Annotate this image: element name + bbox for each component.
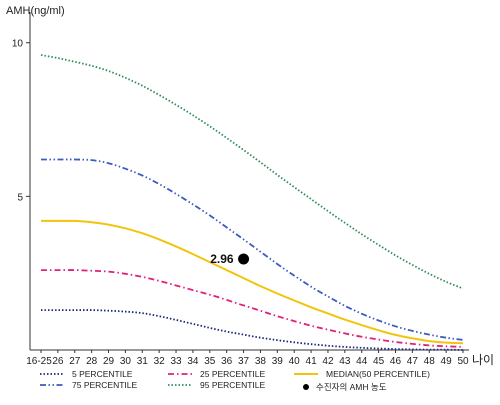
- x-tick-label: 49: [441, 356, 453, 367]
- x-tick-label: 42: [322, 356, 334, 367]
- x-tick-label: 50: [457, 356, 469, 367]
- series-line-3: [40, 158, 464, 341]
- legend-marker-symbol: [303, 384, 309, 390]
- legend-label: 75 PERCENTILE: [72, 380, 138, 390]
- series-line-0: [41, 309, 464, 351]
- x-tick-label: 35: [204, 356, 216, 367]
- x-tick-label: 38: [255, 356, 267, 367]
- x-tick-label: 44: [356, 356, 368, 367]
- x-tick-label: 32: [154, 356, 166, 367]
- y-tick-label: 5: [17, 192, 23, 203]
- x-tick-label: 46: [390, 356, 402, 367]
- x-tick-label: 33: [170, 356, 182, 367]
- x-tick-label: 36: [221, 356, 233, 367]
- series-lines: [40, 54, 464, 351]
- x-tick-label: 27: [69, 356, 81, 367]
- x-tick-label: 37: [238, 356, 250, 367]
- axes: 10 5 16-25 26 27 28 29 30 31 32 33 34 35 36 37 38 39 40 41…: [12, 12, 469, 367]
- x-tick-label: 43: [339, 356, 351, 367]
- x-tick-label: 39: [272, 356, 284, 367]
- patient-marker: 2.96: [210, 252, 250, 266]
- x-tick-label: 28: [86, 356, 98, 367]
- x-tick-label: 30: [120, 356, 132, 367]
- legend-label: 95 PERCENTILE: [200, 380, 266, 390]
- x-tick-label: 31: [137, 356, 149, 367]
- x-tick-label: 47: [407, 356, 419, 367]
- patient-amh-point: [238, 253, 250, 265]
- x-tick-label: 45: [373, 356, 385, 367]
- legend: 5 PERCENTILE 25 PERCENTILE MEDIAN(50 PERCE…: [40, 369, 430, 392]
- patient-amh-value-label: 2.96: [210, 252, 234, 266]
- x-tick-label: 40: [289, 356, 301, 367]
- y-axis-label: AMH(ng/ml): [6, 5, 65, 17]
- series-line-2: [40, 219, 464, 345]
- y-tick-label: 10: [12, 39, 24, 50]
- x-tick-label: 48: [424, 356, 436, 367]
- legend-label: 수진자의 AMH 농도: [316, 382, 387, 392]
- legend-label: 5 PERCENTILE: [72, 369, 133, 379]
- legend-label: 25 PERCENTILE: [200, 369, 266, 379]
- series-line-1: [40, 269, 464, 348]
- x-tick-label: 29: [103, 356, 115, 367]
- x-axis-label: 나이: [472, 353, 494, 367]
- x-tick-label: 34: [187, 356, 199, 367]
- x-tick-label: 41: [306, 356, 318, 367]
- series-line-4: [40, 54, 464, 290]
- x-tick-label: 26: [52, 356, 64, 367]
- x-tick-label: 16-25: [26, 356, 52, 367]
- legend-label: MEDIAN(50 PERCENTILE): [326, 369, 430, 379]
